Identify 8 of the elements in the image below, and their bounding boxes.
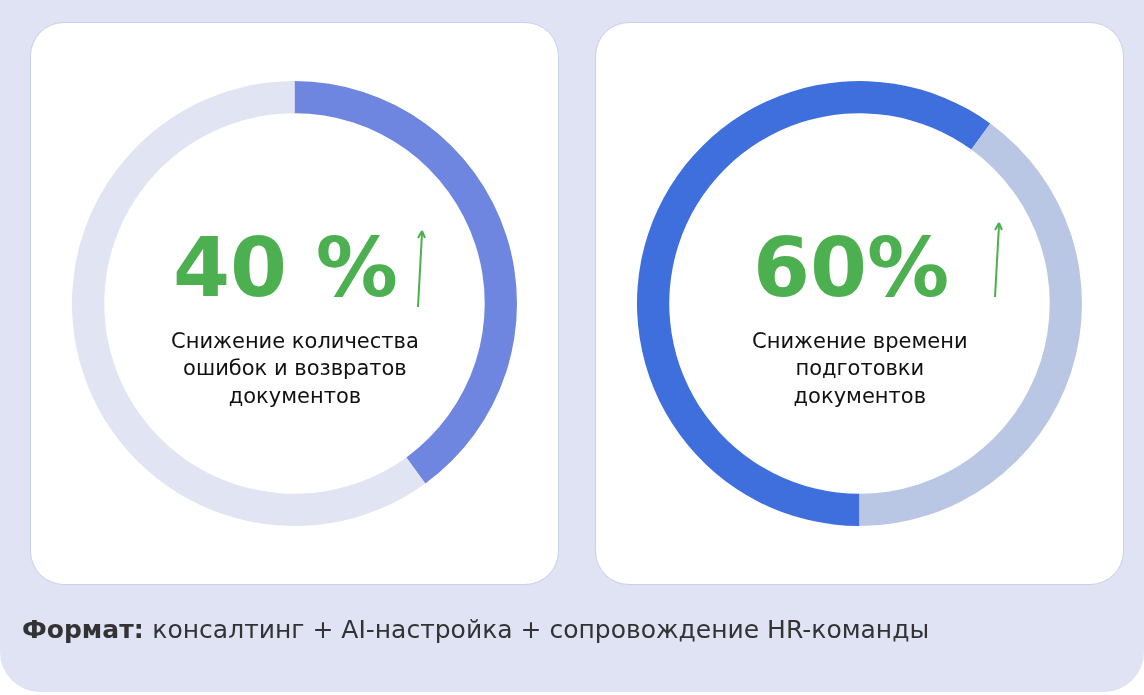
text: консалтинг + AI-настройка + сопровождение HR-команды	[152, 615, 930, 644]
text: 60%	[753, 220, 950, 315]
text: 40 %	[173, 220, 398, 315]
donut-slice	[637, 81, 991, 526]
donut-slice	[72, 81, 426, 526]
text: Снижение количества ошибок и возвратов документов	[171, 329, 419, 408]
text: Формат:	[22, 615, 145, 644]
text: Снижение времени подготовки документов	[752, 329, 968, 408]
